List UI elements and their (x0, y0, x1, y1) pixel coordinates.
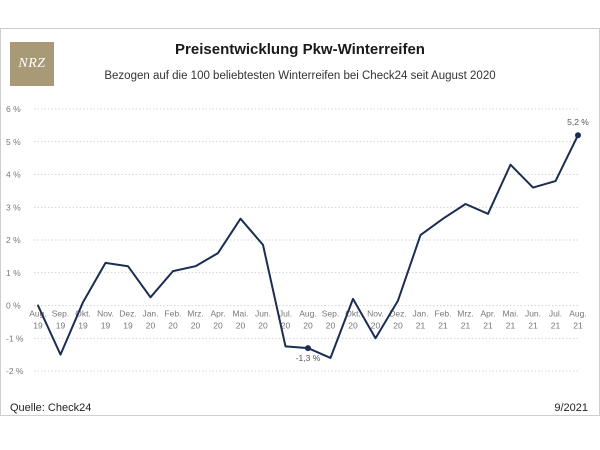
data-point (420, 234, 422, 236)
x-tick-label-year: 19 (56, 321, 66, 331)
x-tick-label-month: Nov. (97, 309, 114, 319)
data-point (555, 180, 557, 182)
data-label: -1,3 % (296, 353, 321, 363)
chart-subtitle: Bezogen auf die 100 beliebtesten Winterr… (104, 70, 496, 82)
x-tick-label-month: Dez. (389, 309, 406, 319)
x-tick-label-month: Aug. (569, 309, 587, 319)
x-tick-label-year: 20 (371, 321, 381, 331)
x-tick-label-month: Okt. (75, 309, 91, 319)
x-tick-label-month: Mai. (502, 309, 518, 319)
x-tick-label-year: 20 (146, 321, 156, 331)
data-point (195, 265, 197, 267)
x-tick-label-month: Mai. (232, 309, 248, 319)
data-point (330, 357, 332, 359)
publication-date: 9/2021 (554, 402, 588, 414)
data-point (397, 300, 399, 302)
x-tick-label-month: Jun. (525, 309, 541, 319)
y-tick-label: 5 % (6, 137, 21, 147)
x-tick-label-month: Jun. (255, 309, 271, 319)
x-tick-label-month: Aug. (29, 309, 47, 319)
x-tick-label-month: Sep. (322, 309, 340, 319)
data-point (127, 265, 129, 267)
x-tick-label-year: 20 (191, 321, 201, 331)
x-tick-label-year: 21 (506, 321, 516, 331)
x-tick-label-year: 20 (258, 321, 268, 331)
data-point (285, 345, 287, 347)
data-point (105, 262, 107, 264)
x-tick-label-year: 20 (168, 321, 178, 331)
y-tick-label: 4 % (6, 170, 21, 180)
data-point (442, 218, 444, 220)
data-point (172, 270, 174, 272)
x-tick-label-year: 19 (123, 321, 133, 331)
data-point (465, 203, 467, 205)
y-tick-label: 2 % (6, 235, 21, 245)
x-tick-label-month: Mrz. (457, 309, 474, 319)
x-tick-label-month: Apr. (210, 309, 225, 319)
x-tick-label-month: Jan. (142, 309, 158, 319)
x-tick-label-year: 20 (303, 321, 313, 331)
x-tick-label-month: Jul. (549, 309, 562, 319)
x-tick-label-year: 20 (236, 321, 246, 331)
data-point (375, 337, 377, 339)
data-label: 5,2 % (567, 117, 589, 127)
data-point (37, 305, 39, 307)
logo-text: NRZ (18, 56, 46, 71)
x-tick-label-month: Feb. (434, 309, 451, 319)
x-tick-label-year: 21 (528, 321, 538, 331)
x-tick-label-month: Mrz. (187, 309, 204, 319)
x-tick-label-month: Apr. (480, 309, 495, 319)
nrz-logo: NRZ (10, 42, 54, 86)
chart-title: Preisentwicklung Pkw-Winterreifen (175, 41, 425, 58)
x-tick-label-year: 21 (416, 321, 426, 331)
x-tick-label-year: 20 (281, 321, 291, 331)
x-tick-label-month: Sep. (52, 309, 70, 319)
x-tick-label-year: 19 (78, 321, 88, 331)
data-point (150, 296, 152, 298)
y-tick-label: 0 % (6, 301, 21, 311)
y-tick-label: 3 % (6, 202, 21, 212)
data-point (262, 244, 264, 246)
x-tick-label-year: 20 (393, 321, 403, 331)
y-tick-label: -2 % (6, 366, 24, 376)
x-tick-label-month: Aug. (299, 309, 317, 319)
data-point (532, 187, 534, 189)
data-point (60, 354, 62, 356)
annotated-point (575, 132, 581, 139)
x-tick-label-year: 21 (573, 321, 583, 331)
data-point (510, 164, 512, 166)
x-tick-label-year: 20 (213, 321, 223, 331)
data-point (240, 218, 242, 220)
x-tick-label-month: Dez. (119, 309, 136, 319)
x-tick-label-year: 19 (101, 321, 111, 331)
data-point (217, 252, 219, 254)
x-tick-label-month: Jul. (279, 309, 292, 319)
annotated-point (305, 345, 311, 352)
data-point (487, 213, 489, 215)
x-tick-label-month: Nov. (367, 309, 384, 319)
x-tick-label-month: Jan. (412, 309, 428, 319)
x-tick-label-year: 20 (326, 321, 336, 331)
y-tick-label: -1 % (6, 333, 24, 343)
source-note: Quelle: Check24 (10, 402, 92, 414)
x-tick-label-year: 21 (551, 321, 561, 331)
x-tick-label-month: Okt. (345, 309, 361, 319)
x-tick-label-year: 21 (461, 321, 471, 331)
y-tick-label: 6 % (6, 104, 21, 114)
x-tick-label-year: 21 (438, 321, 448, 331)
data-point (82, 301, 84, 303)
data-point (352, 298, 354, 300)
y-tick-label: 1 % (6, 268, 21, 278)
x-tick-label-year: 21 (483, 321, 493, 331)
x-tick-label-year: 19 (33, 321, 43, 331)
x-tick-label-year: 20 (348, 321, 358, 331)
x-tick-label-month: Feb. (164, 309, 181, 319)
